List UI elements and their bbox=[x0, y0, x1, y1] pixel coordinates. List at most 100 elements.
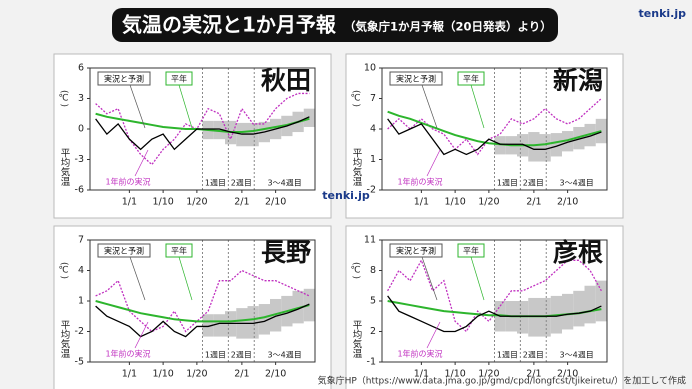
series-label: 平年 bbox=[463, 246, 479, 256]
forecast-range bbox=[550, 133, 562, 157]
y-axis-label: 平均気温 bbox=[59, 148, 71, 186]
y-tick-label: 4 bbox=[370, 124, 376, 135]
x-tick-label: 2/1 bbox=[234, 369, 249, 380]
series-label: 実況と予測 bbox=[104, 74, 144, 84]
y-tick-label: 7 bbox=[370, 93, 376, 104]
x-tick-label: 1/1 bbox=[122, 369, 137, 380]
page-title: 気温の実況と1か月予報 bbox=[122, 13, 337, 37]
x-tick-label: 2/1 bbox=[526, 369, 541, 380]
x-tick-label: 2/1 bbox=[526, 197, 541, 208]
series-label: 実況と予測 bbox=[396, 74, 436, 84]
title-box bbox=[112, 8, 558, 42]
y-axis-label: 平均気温 bbox=[59, 320, 71, 358]
y-axis-unit: (℃) bbox=[351, 90, 361, 107]
y-axis-unit: (℃) bbox=[59, 90, 69, 107]
y-tick-label: 2 bbox=[370, 326, 376, 337]
series-label: 平年 bbox=[463, 74, 479, 84]
y-tick-label: 0 bbox=[78, 124, 84, 135]
x-tick-label: 1/10 bbox=[444, 197, 465, 208]
week-label: 1週目 bbox=[205, 351, 226, 360]
y-tick-label: 10 bbox=[364, 63, 376, 74]
forecast-range bbox=[562, 293, 574, 330]
x-tick-label: 1/20 bbox=[478, 197, 499, 208]
y-axis-label: 平均気温 bbox=[351, 148, 363, 186]
forecast-range bbox=[539, 297, 551, 337]
x-tick-label: 2/10 bbox=[265, 369, 286, 380]
leader bbox=[426, 149, 441, 177]
forecast-range bbox=[213, 120, 225, 140]
leader bbox=[129, 84, 146, 129]
leader bbox=[470, 256, 485, 301]
week-label: 3～4週目 bbox=[268, 179, 302, 188]
forecast-range bbox=[539, 134, 551, 162]
week-label: 2週目 bbox=[231, 351, 252, 360]
x-tick-label: 2/10 bbox=[265, 197, 286, 208]
forecast-range bbox=[494, 136, 506, 155]
week-label: 1週目 bbox=[205, 179, 226, 188]
x-tick-label: 1/20 bbox=[186, 369, 207, 380]
label-box bbox=[97, 243, 151, 258]
x-tick-label: 1/1 bbox=[122, 197, 137, 208]
forecast-range bbox=[595, 280, 607, 322]
leader bbox=[421, 84, 438, 129]
y-axis-unit: (℃) bbox=[59, 262, 69, 279]
series-line bbox=[387, 295, 602, 333]
series-label: 平年 bbox=[171, 246, 187, 256]
chart-title: 秋田 bbox=[261, 66, 311, 95]
logo: tenki.jp bbox=[639, 7, 687, 20]
week-label: 2週目 bbox=[523, 351, 544, 360]
series-label: 1年前の実況 bbox=[105, 177, 150, 187]
week-label: 3～4週目 bbox=[560, 351, 594, 360]
y-axis-label: 平均気温 bbox=[351, 320, 363, 358]
y-tick-label: 11 bbox=[364, 235, 376, 246]
x-tick-label: 1/20 bbox=[186, 197, 207, 208]
chart-title: 彦根 bbox=[553, 238, 603, 267]
y-tick-label: -1 bbox=[367, 357, 376, 368]
forecast-range bbox=[528, 297, 540, 337]
series-label: 平年 bbox=[171, 74, 187, 84]
y-tick-label: 7 bbox=[78, 235, 84, 246]
forecast-range bbox=[517, 301, 529, 334]
week-label: 1週目 bbox=[497, 179, 518, 188]
y-tick-label: 6 bbox=[78, 63, 84, 74]
y-tick-label: -6 bbox=[75, 185, 84, 196]
forecast-range bbox=[247, 306, 259, 339]
y-tick-label: 3 bbox=[78, 93, 84, 104]
x-tick-label: 1/10 bbox=[152, 369, 173, 380]
forecast-range bbox=[584, 285, 596, 324]
leader bbox=[134, 321, 149, 349]
y-tick-label: -2 bbox=[75, 326, 84, 337]
series-line bbox=[387, 98, 602, 156]
logo: tenki.jp bbox=[322, 189, 370, 202]
series-label: 1年前の実況 bbox=[105, 349, 150, 359]
week-label: 2週目 bbox=[231, 179, 252, 188]
y-tick-label: 5 bbox=[370, 296, 376, 307]
x-tick-label: 2/10 bbox=[557, 369, 578, 380]
forecast-range bbox=[573, 290, 585, 327]
series-label: 実況と予測 bbox=[104, 246, 144, 256]
leader bbox=[426, 321, 441, 349]
series-label: 1年前の実況 bbox=[397, 349, 442, 359]
x-tick-label: 2/1 bbox=[234, 197, 249, 208]
leader bbox=[134, 149, 149, 177]
label-box bbox=[389, 71, 443, 86]
y-tick-label: 4 bbox=[78, 265, 84, 276]
week-label: 3～4週目 bbox=[268, 351, 302, 360]
y-tick-label: -2 bbox=[367, 185, 376, 196]
y-tick-label: -5 bbox=[75, 357, 84, 368]
forecast-range bbox=[213, 314, 225, 337]
forecast-range bbox=[258, 304, 270, 335]
forecast-range bbox=[562, 131, 574, 152]
series-line bbox=[95, 303, 310, 338]
y-tick-label: 8 bbox=[370, 265, 376, 276]
forecast-range bbox=[202, 314, 214, 337]
series-line bbox=[95, 300, 310, 323]
chart-title: 新潟 bbox=[553, 66, 603, 95]
y-tick-label: -3 bbox=[75, 154, 84, 165]
leader bbox=[470, 84, 485, 129]
y-axis-unit: (℃) bbox=[351, 262, 361, 279]
chart-title: 長野 bbox=[261, 238, 311, 267]
page-subtitle: （気象庁1か月予報（20日発表）より） bbox=[344, 20, 552, 34]
x-tick-label: 1/1 bbox=[414, 197, 429, 208]
